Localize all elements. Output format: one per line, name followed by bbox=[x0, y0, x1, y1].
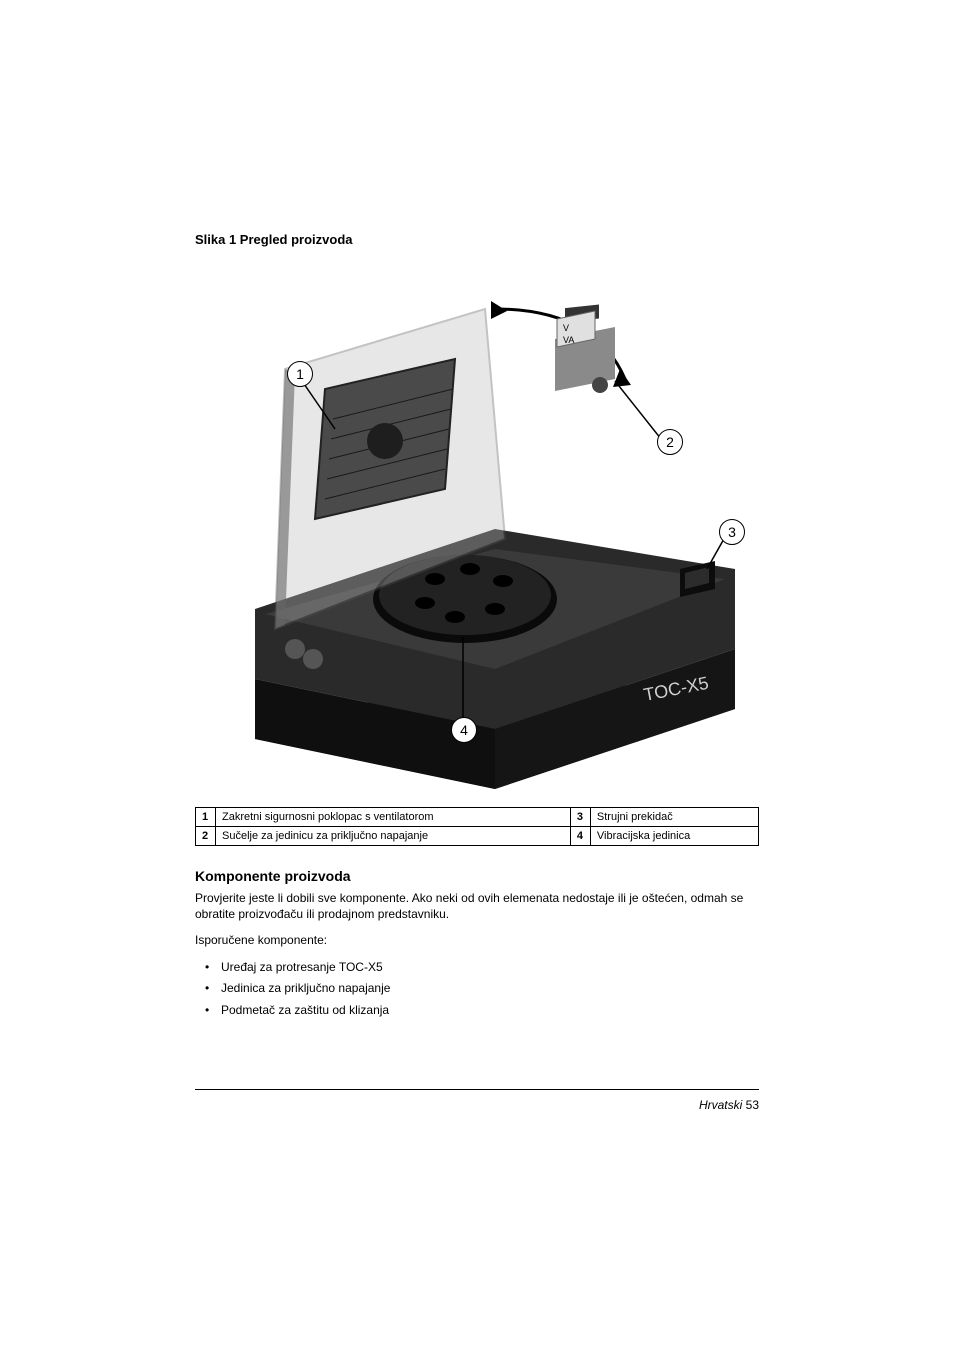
delivered-label: Isporučene komponente: bbox=[195, 932, 759, 948]
callout-1: 1 bbox=[287, 361, 313, 387]
list-item: Podmetač za zaštitu od klizanja bbox=[201, 1000, 759, 1022]
table-row: 1 Zakretni sigurnosni poklopac s ventila… bbox=[196, 808, 759, 827]
callout-2: 2 bbox=[657, 429, 683, 455]
body-paragraph: Provjerite jeste li dobili sve komponent… bbox=[195, 890, 759, 922]
legend-text: Sučelje za jedinicu za priključno napaja… bbox=[216, 827, 571, 846]
legend-num: 1 bbox=[196, 808, 216, 827]
footer-page-number-value: 53 bbox=[746, 1098, 759, 1112]
footer-rule bbox=[195, 1089, 759, 1090]
device-illustration: V VA TOC-X5 bbox=[195, 269, 759, 793]
figure-container: V VA TOC-X5 1 2 3 4 bbox=[195, 247, 759, 807]
legend-text: Vibracijska jedinica bbox=[590, 827, 758, 846]
component-list: Uređaj za protresanje TOC-X5 Jedinica za… bbox=[195, 957, 759, 1022]
callout-4: 4 bbox=[451, 717, 477, 743]
svg-text:VA: VA bbox=[563, 335, 574, 345]
table-row: 2 Sučelje za jedinicu za priključno napa… bbox=[196, 827, 759, 846]
footer: Hrvatski 53 bbox=[699, 1098, 759, 1112]
figure: V VA TOC-X5 1 2 3 4 bbox=[195, 269, 759, 793]
legend-num: 2 bbox=[196, 827, 216, 846]
figure-caption: Slika 1 Pregled proizvoda bbox=[195, 0, 759, 247]
legend-num: 3 bbox=[570, 808, 590, 827]
legend-text: Strujni prekidač bbox=[590, 808, 758, 827]
legend-num: 4 bbox=[570, 827, 590, 846]
footer-language: Hrvatski bbox=[699, 1098, 742, 1112]
list-item: Jedinica za priključno napajanje bbox=[201, 978, 759, 1000]
page: Slika 1 Pregled proizvoda bbox=[0, 0, 954, 1350]
callout-3: 3 bbox=[719, 519, 745, 545]
section-heading: Komponente proizvoda bbox=[195, 868, 759, 884]
legend-table: 1 Zakretni sigurnosni poklopac s ventila… bbox=[195, 807, 759, 846]
legend-text: Zakretni sigurnosni poklopac s ventilato… bbox=[216, 808, 571, 827]
svg-text:V: V bbox=[563, 323, 569, 333]
list-item: Uređaj za protresanje TOC-X5 bbox=[201, 957, 759, 979]
